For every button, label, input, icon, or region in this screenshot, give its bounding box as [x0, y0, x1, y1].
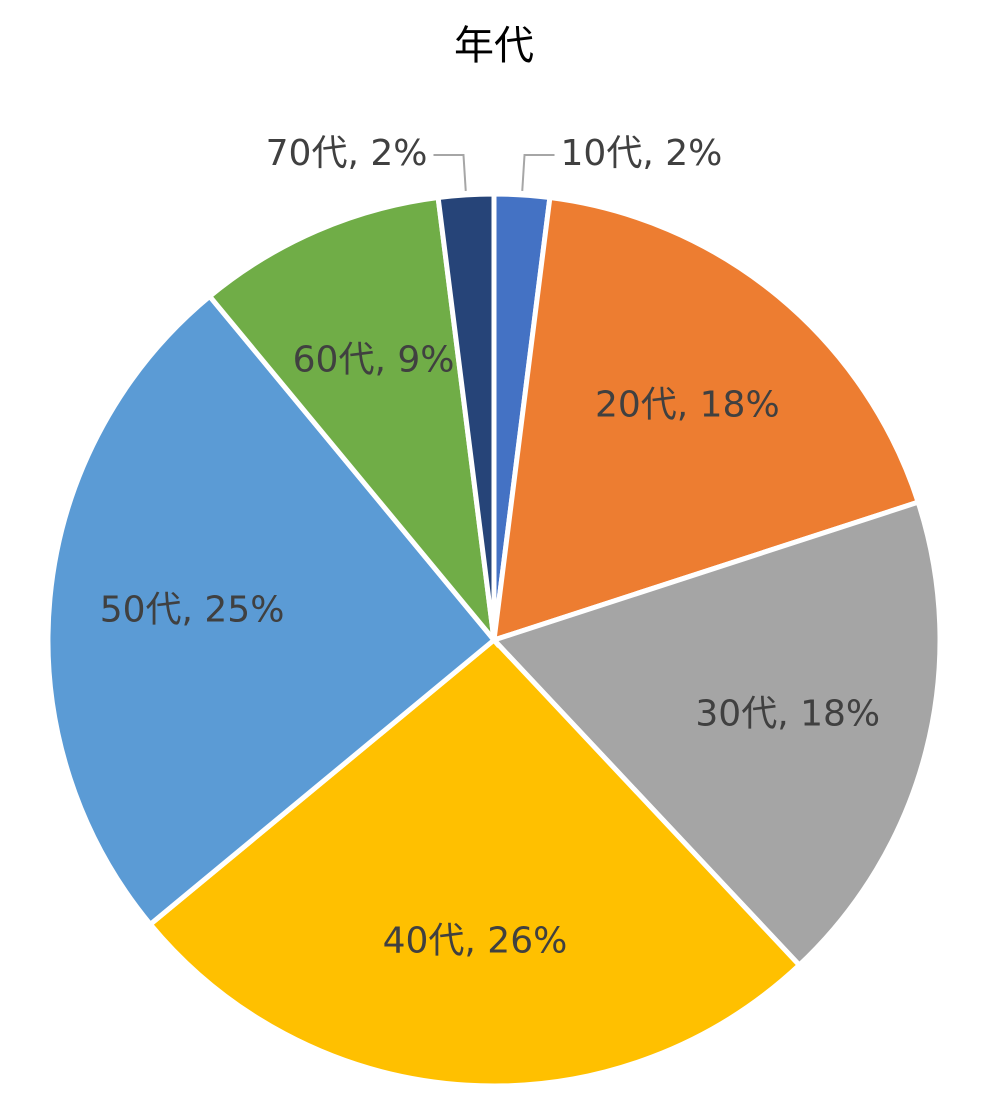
- category-label: 10代: [561, 133, 643, 174]
- pie-slice: [45, 292, 498, 928]
- pie-slice: [206, 194, 498, 649]
- value-label: , 25%: [182, 589, 285, 630]
- category-label: 50代: [100, 589, 182, 630]
- leader-line: [433, 153, 467, 191]
- data-label: 50代, 25%: [100, 589, 285, 630]
- pie-slice: [489, 499, 943, 969]
- value-label: , 2%: [642, 133, 722, 174]
- category-label: 20代: [595, 384, 677, 425]
- value-label: , 26%: [464, 921, 567, 962]
- chart-title: 年代: [454, 23, 534, 69]
- category-label: 40代: [383, 921, 465, 962]
- pie-slice: [435, 191, 497, 641]
- value-label: , 2%: [347, 133, 427, 174]
- data-label: 70代, 2%: [266, 133, 428, 174]
- data-label: 20代, 18%: [595, 384, 780, 425]
- value-label: , 18%: [677, 384, 780, 425]
- value-label: , 9%: [374, 340, 454, 381]
- category-label: 30代: [695, 693, 777, 734]
- category-label: 60代: [293, 340, 375, 381]
- data-label: 40代, 26%: [383, 921, 568, 962]
- category-label: 70代: [266, 133, 348, 174]
- data-label: 30代, 18%: [695, 693, 880, 734]
- pie-slice: [491, 194, 922, 644]
- data-label: 10代, 2%: [561, 133, 723, 174]
- leader-line: [521, 153, 555, 191]
- value-label: , 18%: [777, 693, 880, 734]
- data-label: 60代, 9%: [293, 340, 455, 381]
- pie-slice: [146, 636, 803, 1089]
